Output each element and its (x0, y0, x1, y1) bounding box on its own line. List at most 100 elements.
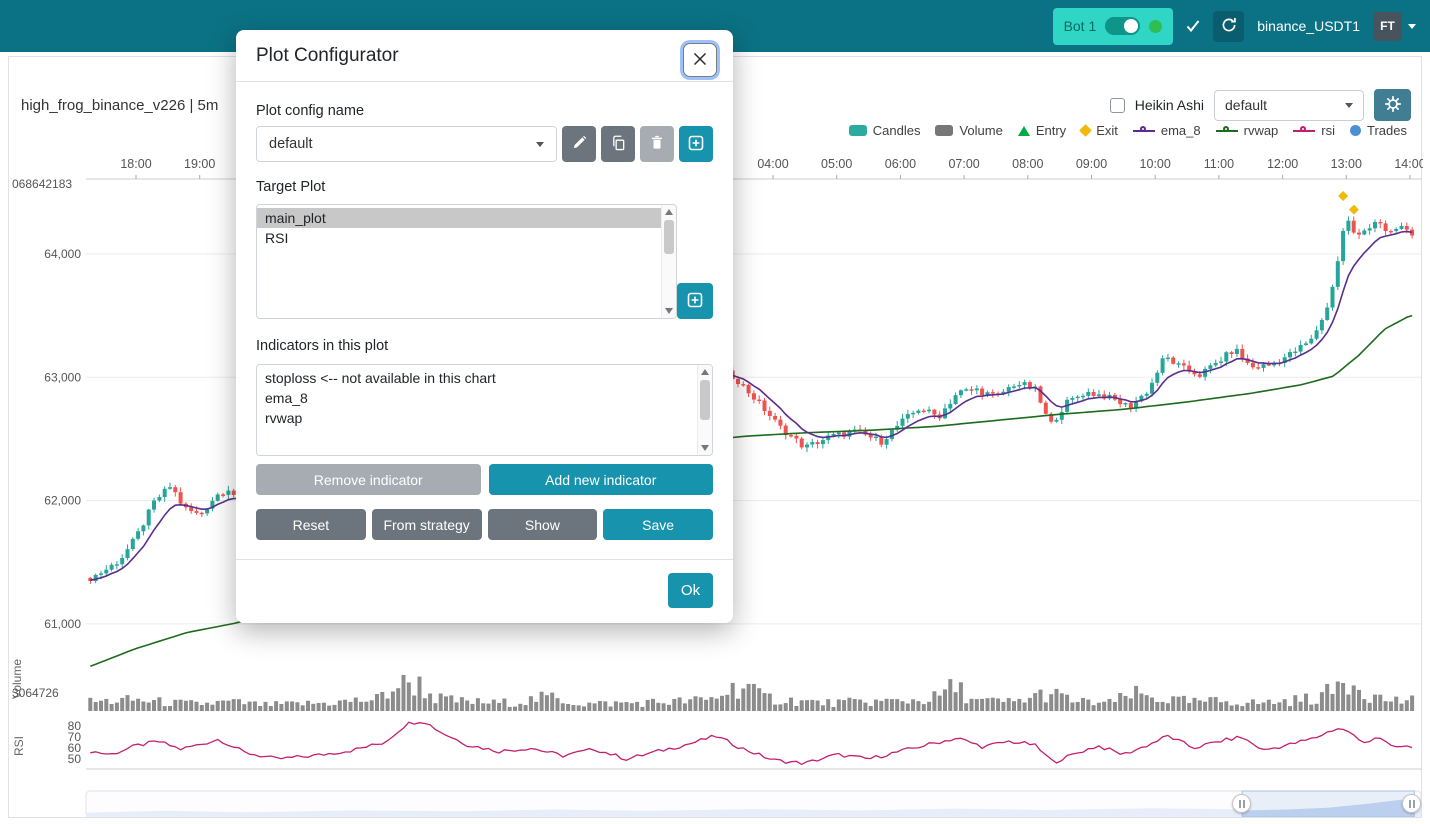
plus-square-icon (687, 292, 703, 311)
svg-text:18:00: 18:00 (120, 157, 151, 171)
indicators-list[interactable]: stoploss <-- not available in this chart… (256, 364, 713, 456)
scroll-down-icon[interactable] (701, 445, 709, 451)
scroll-up-icon[interactable] (665, 209, 673, 215)
legend-item-rvwap[interactable]: rvwap (1215, 123, 1279, 138)
bot-online-indicator (1149, 19, 1163, 33)
show-button[interactable]: Show (487, 509, 598, 540)
svg-text:61,000: 61,000 (44, 617, 81, 631)
chart-title: high_frog_binance_v226 | 5m (21, 97, 219, 114)
gear-icon (1384, 95, 1401, 115)
svg-text:05:00: 05:00 (821, 157, 852, 171)
add-plot-button[interactable] (677, 283, 713, 319)
add-indicator-button[interactable]: Add new indicator (488, 464, 713, 495)
legend-label: rvwap (1243, 123, 1279, 138)
svg-text:50: 50 (68, 752, 82, 766)
config-name-value: default (269, 136, 313, 152)
svg-text:60: 60 (68, 741, 82, 755)
svg-text:RSI: RSI (12, 736, 26, 756)
svg-text:10:00: 10:00 (1140, 157, 1171, 171)
legend-item-rsi[interactable]: rsi (1293, 123, 1335, 138)
indicator-option[interactable]: stoploss <-- not available in this chart (265, 370, 496, 386)
scroll-down-icon[interactable] (665, 308, 673, 314)
chart-legend: Candles Volume Entry Exit ema_8 rvwap rsi Trade… (848, 123, 1407, 138)
svg-text:13:00: 13:00 (1331, 157, 1362, 171)
list-scrollbar[interactable] (661, 205, 676, 318)
trades-legend-icon (1350, 125, 1362, 136)
scroll-thumb[interactable] (664, 220, 674, 254)
heikin-ashi-label: Heikin Ashi (1134, 97, 1204, 113)
target-plot-option[interactable]: RSI (265, 230, 289, 246)
legend-label: ema_8 (1160, 123, 1201, 138)
datazoom-right-handle[interactable] (1402, 794, 1421, 813)
toggle-knob (1124, 19, 1139, 33)
reset-button[interactable]: Reset (256, 509, 366, 540)
svg-text:62,000: 62,000 (44, 494, 81, 508)
user-menu[interactable]: FT (1373, 11, 1416, 41)
svg-text:12:00: 12:00 (1267, 157, 1298, 171)
duplicate-config-button[interactable] (601, 126, 635, 162)
save-button[interactable]: Save (603, 509, 713, 540)
legend-label: Trades (1367, 123, 1407, 138)
legend-label: rsi (1321, 123, 1336, 138)
legend-label: Volume (959, 123, 1003, 138)
svg-text:64,000: 64,000 (44, 247, 81, 261)
delete-config-button[interactable] (640, 126, 674, 162)
target-plot-option[interactable]: main_plot (257, 208, 661, 228)
footer-divider (236, 559, 733, 560)
legend-item-volume[interactable]: Volume (935, 123, 1003, 138)
caret-down-icon (1408, 23, 1416, 29)
bot-toggle[interactable] (1105, 17, 1141, 35)
datazoom-left-handle[interactable] (1232, 794, 1251, 813)
bot-name: Bot 1 (1063, 18, 1097, 34)
svg-text:3064726: 3064726 (12, 686, 59, 700)
svg-text:80: 80 (68, 719, 82, 733)
legend-item-ema_8[interactable]: ema_8 (1132, 123, 1201, 138)
legend-item-candles[interactable]: Candles (848, 123, 921, 138)
svg-text:19:00: 19:00 (184, 157, 215, 171)
target-plot-list[interactable]: main_plot RSI (256, 204, 677, 319)
legend-label: Exit (1096, 123, 1118, 138)
plus-square-icon (688, 135, 704, 154)
config-name-select[interactable]: default (256, 126, 557, 162)
indicator-option[interactable]: rvwap (265, 410, 303, 426)
copy-icon (611, 135, 626, 154)
heikin-ashi-checkbox[interactable] (1109, 97, 1125, 113)
target-plot-label: Target Plot (256, 179, 326, 195)
volume-legend-icon (935, 125, 954, 136)
rsi-legend-icon (1293, 125, 1316, 132)
svg-text:068642183: 068642183 (12, 177, 72, 191)
legend-item-trades[interactable]: Trades (1350, 123, 1407, 138)
svg-text:06:00: 06:00 (885, 157, 916, 171)
plot-config-name-label: Plot config name (256, 103, 365, 119)
plot-config-dropdown-value: default (1225, 97, 1268, 113)
ok-button[interactable]: Ok (668, 573, 713, 608)
legend-label: Candles (872, 123, 921, 138)
svg-text:14:00: 14:00 (1394, 157, 1423, 171)
exit-legend-icon (1079, 124, 1093, 137)
chevron-down-icon (536, 141, 544, 147)
svg-text:09:00: 09:00 (1076, 157, 1107, 171)
legend-item-exit[interactable]: Exit (1079, 123, 1118, 138)
modal-title: Plot Configurator (256, 45, 399, 66)
svg-text:63,000: 63,000 (44, 370, 81, 384)
legend-item-entry[interactable]: Entry (1017, 123, 1067, 138)
svg-text:04:00: 04:00 (757, 157, 788, 171)
indicator-option[interactable]: ema_8 (265, 390, 308, 406)
scroll-up-icon[interactable] (701, 369, 709, 375)
entry-legend-icon (1017, 125, 1030, 136)
remove-indicator-button[interactable]: Remove indicator (256, 464, 481, 495)
close-button[interactable] (683, 43, 717, 77)
from-strategy-button[interactable]: From strategy (371, 509, 482, 540)
list-scrollbar[interactable] (697, 365, 712, 455)
scroll-thumb[interactable] (700, 380, 710, 420)
plot-settings-button[interactable] (1374, 89, 1411, 121)
pair-label: binance_USDT1 (1257, 18, 1360, 34)
refresh-icon (1221, 17, 1237, 36)
refresh-button[interactable] (1213, 10, 1245, 42)
edit-config-button[interactable] (562, 126, 596, 162)
plot-config-dropdown[interactable]: default (1214, 89, 1364, 121)
bot-selector[interactable]: Bot 1 (1052, 7, 1174, 45)
svg-text:08:00: 08:00 (1012, 157, 1043, 171)
legend-label: Entry (1035, 123, 1067, 138)
add-config-button[interactable] (679, 126, 713, 162)
